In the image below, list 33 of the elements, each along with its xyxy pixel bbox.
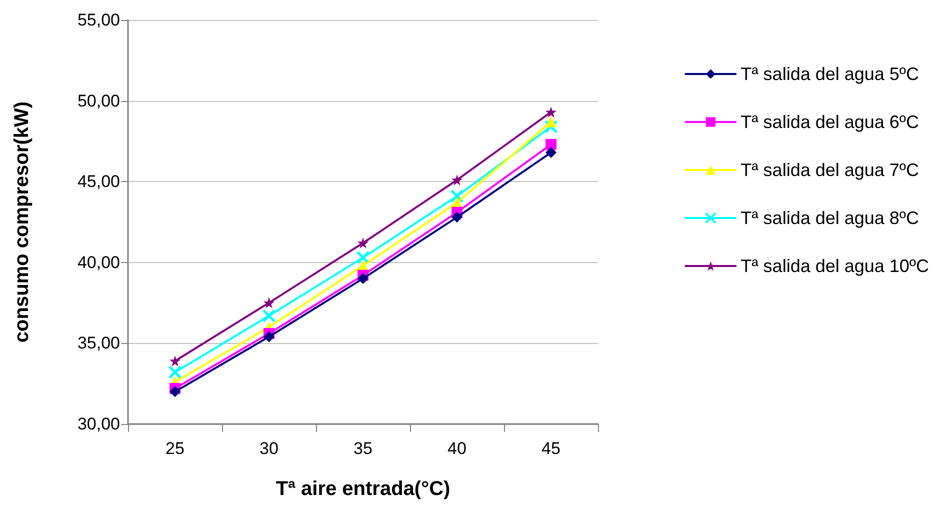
point [546,138,556,150]
y-tick-label: 45,00 [77,172,120,192]
point [358,238,368,249]
point [544,120,558,134]
point [546,106,556,118]
y-axis-title: consumo compresor(kW) [11,101,33,343]
point [546,116,556,128]
legend-label: Tª salida del agua 10ºC [740,256,930,276]
y-tick-label: 50,00 [77,91,120,110]
x-tick-label: 35 [354,439,372,458]
point [546,147,556,158]
point [168,366,182,380]
point [264,331,274,342]
y-tick-label: 40,00 [77,252,120,272]
point [264,297,274,308]
legend-label: Tª salida del agua 6ºC [740,112,919,132]
y-tick-label: 55,00 [77,10,120,30]
point [452,174,462,186]
legend-label: Tª salida del agua 5ºC [740,64,919,84]
y-tick-label: 30,00 [77,414,120,434]
x-tick-label: 45 [542,439,560,458]
x-tick-label: 30 [260,439,278,458]
point [452,212,462,223]
legend-label: Tª salida del agua 7ºC [740,160,919,180]
legend-label: Tª salida del agua 8ºC [740,208,919,228]
x-axis-title: Tª aire entrada(°C) [276,478,450,500]
point [170,386,180,398]
x-tick-label: 25 [166,439,184,458]
point [358,273,368,284]
x-tick-label: 40 [448,439,466,458]
point [262,308,276,322]
point [170,355,180,366]
y-tick-label: 35,00 [77,334,120,353]
